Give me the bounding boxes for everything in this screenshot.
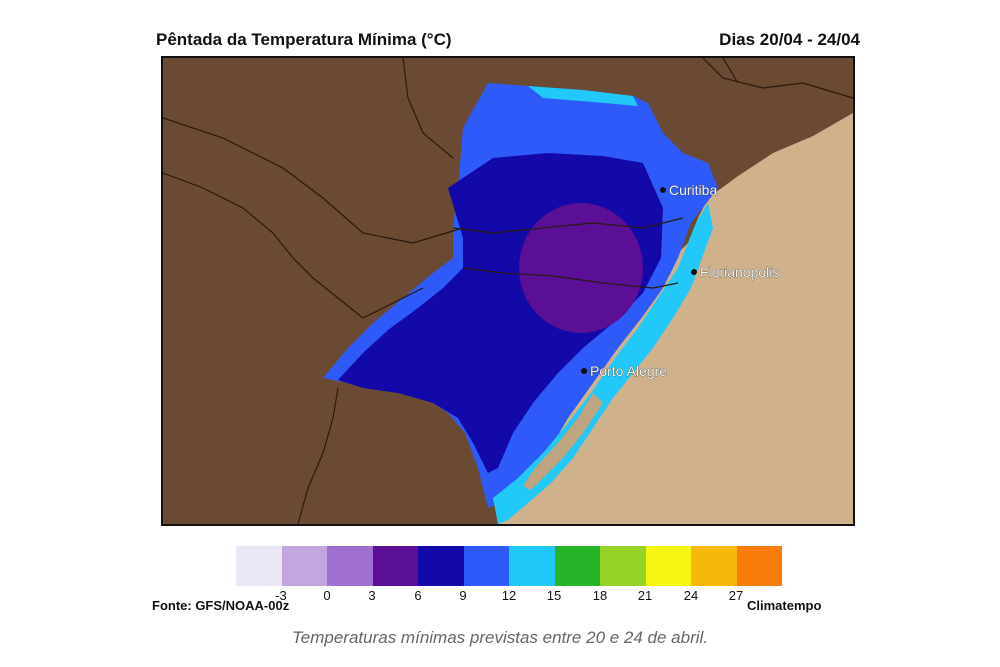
legend-swatch: [372, 546, 418, 586]
legend-tick: 21: [637, 588, 653, 603]
map: Curitiba Florianopolis Porto Alegre: [161, 56, 855, 526]
brand-credit: Climatempo: [747, 598, 822, 613]
legend-colorbar: [236, 546, 782, 586]
florianopolis-marker: [691, 269, 697, 275]
curitiba-marker: [660, 187, 666, 193]
map-canvas: Curitiba Florianopolis Porto Alegre: [163, 58, 853, 524]
city-label-porto-alegre: Porto Alegre: [590, 363, 667, 379]
legend-swatch: [554, 546, 600, 586]
legend-swatch: [509, 546, 555, 586]
city-markers: [581, 187, 697, 374]
legend-tick: 27: [728, 588, 744, 603]
legend-tick: 0: [323, 588, 331, 603]
legend-tick: 12: [501, 588, 517, 603]
legend-swatch: [327, 546, 373, 586]
legend-swatch: [736, 546, 782, 586]
legend-swatch: [463, 546, 509, 586]
porto-alegre-marker: [581, 368, 587, 374]
date-range: Dias 20/04 - 24/04: [719, 30, 860, 49]
legend-tick: 24: [683, 588, 699, 603]
temp-band-15-north: [528, 86, 638, 106]
temp-band-6: [519, 203, 643, 333]
map-title: Pêntada da Temperatura Mínima (°C): [156, 30, 452, 49]
legend-tick: 18: [592, 588, 608, 603]
legend-tick: 15: [546, 588, 562, 603]
legend-swatch: [236, 546, 282, 586]
source-credit: Fonte: GFS/NOAA-00z: [152, 598, 290, 613]
legend-swatch: [645, 546, 691, 586]
legend-tick: 3: [368, 588, 376, 603]
legend-swatch: [281, 546, 327, 586]
coastal-strip: [523, 393, 603, 490]
city-label-florianopolis: Florianopolis: [700, 264, 779, 280]
legend-tick: 6: [414, 588, 422, 603]
legend-tick: 9: [459, 588, 467, 603]
legend-swatch: [691, 546, 737, 586]
image-caption: Temperaturas mínimas previstas entre 20 …: [291, 628, 709, 647]
legend-swatch: [600, 546, 646, 586]
temp-band-15-coast: [493, 203, 713, 524]
state-borders: [163, 58, 853, 524]
legend-tick: -3: [275, 588, 287, 603]
city-label-curitiba: Curitiba: [669, 182, 717, 198]
legend-swatch: [418, 546, 464, 586]
